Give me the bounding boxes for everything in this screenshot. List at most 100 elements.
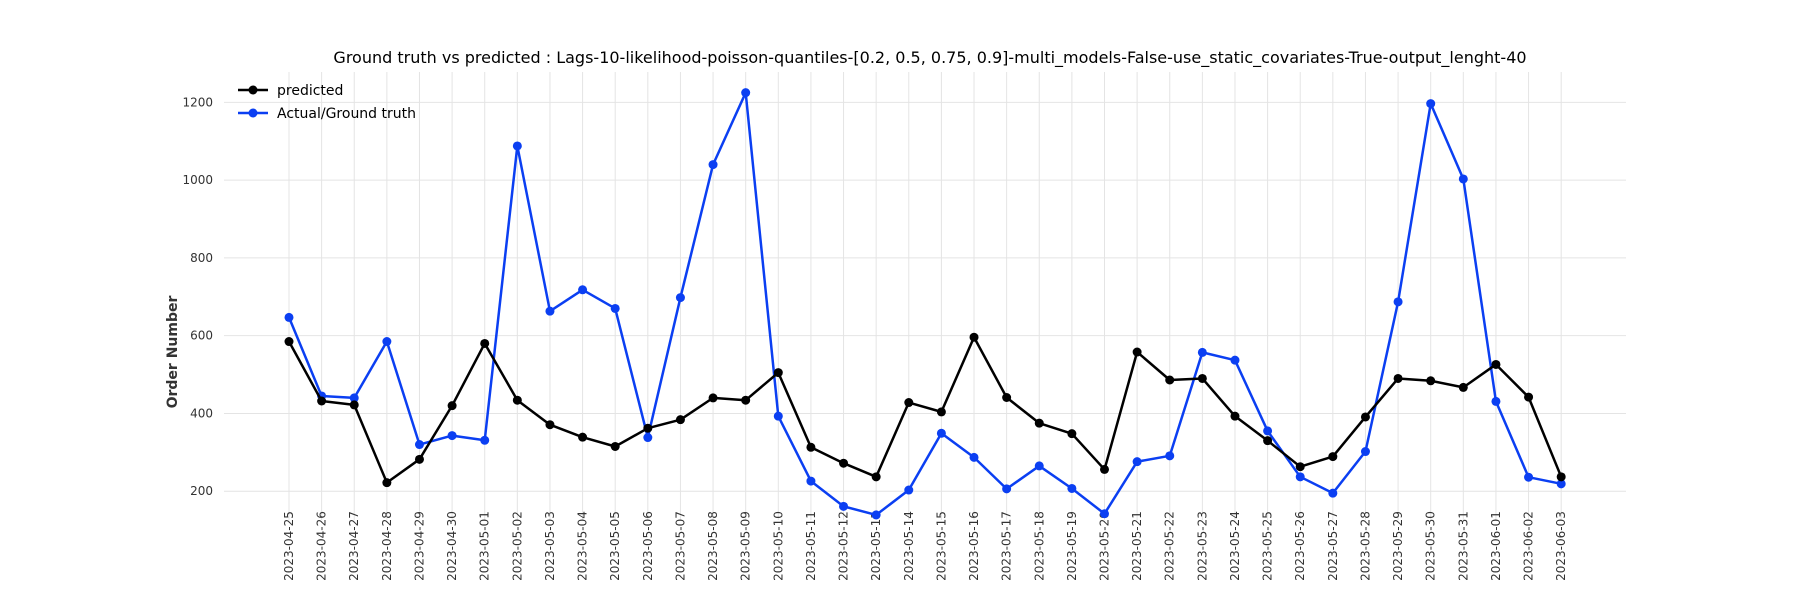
data-point-predicted <box>349 400 359 410</box>
x-tick-label: 2023-05-24 <box>1228 511 1242 581</box>
x-tick-label: 2023-05-08 <box>706 511 720 581</box>
x-tick-label: 2023-04-28 <box>380 511 394 581</box>
data-point-actual <box>578 285 588 295</box>
x-tick-label: 2023-05-07 <box>673 511 687 581</box>
x-tick-label: 2023-05-12 <box>837 511 851 581</box>
data-point-predicted <box>1360 412 1370 422</box>
series-line-actual <box>287 91 1562 517</box>
x-axis-ticks: 2023-04-25 2023-04-26 2023-04-27 2023-04-28… <box>282 511 1568 581</box>
data-point-predicted <box>871 472 881 482</box>
data-point-predicted <box>1426 376 1436 386</box>
data-point-predicted <box>741 395 751 405</box>
x-tick-label: 2023-05-16 <box>967 511 981 581</box>
legend: predicted Actual/Ground truth <box>238 83 416 122</box>
x-tick-label: 2023-05-29 <box>1391 511 1405 581</box>
data-point-actual <box>1002 484 1012 494</box>
data-point-predicted <box>1197 373 1207 383</box>
y-tick-label: 600 <box>190 329 213 343</box>
x-tick-label: 2023-05-03 <box>543 511 557 581</box>
data-point-predicted <box>1132 347 1142 357</box>
data-point-predicted <box>1002 392 1012 402</box>
data-point-predicted <box>1100 464 1109 474</box>
x-tick-label: 2023-06-01 <box>1489 511 1503 581</box>
data-point-predicted <box>643 423 653 433</box>
data-point-predicted <box>936 407 946 417</box>
data-point-actual <box>1132 457 1142 467</box>
x-tick-label: 2023-05-15 <box>934 511 948 581</box>
y-axis-label: Order Number <box>165 296 181 409</box>
chart-title: Ground truth vs predicted : Lags-10-like… <box>333 48 1526 68</box>
x-tick-label: 2023-05-17 <box>1000 511 1014 581</box>
data-point-actual <box>1100 509 1109 519</box>
series-actual <box>284 88 1566 520</box>
data-point-actual <box>1360 447 1370 457</box>
series-group <box>284 88 1566 520</box>
data-point-actual <box>1295 472 1305 482</box>
x-tick-label: 2023-04-26 <box>315 511 329 581</box>
data-point-actual <box>1263 426 1273 436</box>
grid <box>224 72 1626 520</box>
data-point-predicted <box>969 332 979 342</box>
data-point-predicted <box>284 337 294 347</box>
data-point-actual <box>1067 483 1077 493</box>
data-point-predicted <box>512 395 522 405</box>
data-point-predicted <box>1556 472 1566 482</box>
data-point-actual <box>284 312 294 322</box>
data-point-actual <box>447 431 457 441</box>
x-tick-label: 2023-06-02 <box>1522 511 1536 581</box>
data-point-predicted <box>1034 418 1044 428</box>
data-point-predicted <box>773 368 783 378</box>
data-point-actual <box>1197 347 1207 357</box>
data-point-predicted <box>839 458 849 468</box>
x-tick-label: 2023-05-19 <box>1065 511 1079 581</box>
data-point-predicted <box>545 420 555 430</box>
data-point-predicted <box>675 415 685 425</box>
y-tick-label: 400 <box>190 406 213 420</box>
legend-item-actual: Actual/Ground truth <box>238 106 416 122</box>
legend-label: predicted <box>277 83 343 99</box>
data-point-predicted <box>414 454 424 464</box>
data-point-actual <box>349 393 359 403</box>
legend-marker <box>248 85 258 95</box>
data-point-predicted <box>317 396 327 406</box>
x-tick-label: 2023-05-09 <box>739 511 753 581</box>
x-tick-label: 2023-05-30 <box>1424 511 1438 581</box>
x-tick-label: 2023-05-28 <box>1358 511 1372 581</box>
data-point-actual <box>480 435 490 445</box>
data-point-actual <box>936 428 946 438</box>
x-tick-label: 2023-05-13 <box>869 511 883 581</box>
legend-item-predicted: predicted <box>238 83 343 99</box>
x-tick-label: 2023-05-20 <box>1098 511 1112 581</box>
y-tick-label: 800 <box>190 251 213 265</box>
series-predicted <box>284 332 1566 488</box>
data-point-predicted <box>1393 373 1403 383</box>
data-point-actual <box>773 411 783 421</box>
data-point-predicted <box>1524 392 1534 402</box>
data-point-actual <box>806 476 816 486</box>
data-point-predicted <box>1458 382 1468 392</box>
data-point-predicted <box>382 478 392 488</box>
data-point-actual <box>741 88 751 98</box>
legend-marker <box>248 108 258 118</box>
x-tick-label: 2023-04-30 <box>445 511 459 581</box>
x-tick-label: 2023-05-10 <box>771 511 785 581</box>
data-point-predicted <box>578 432 588 442</box>
data-point-predicted <box>1328 452 1338 462</box>
x-tick-label: 2023-05-02 <box>510 511 524 581</box>
series-line-predicted <box>287 335 1563 484</box>
data-point-actual <box>1524 472 1534 482</box>
y-tick-label: 1200 <box>182 95 213 109</box>
data-point-predicted <box>1491 359 1501 369</box>
x-tick-label: 2023-05-21 <box>1130 511 1144 581</box>
x-tick-label: 2023-05-27 <box>1326 511 1340 581</box>
data-point-actual <box>969 452 979 462</box>
data-point-predicted <box>1263 436 1273 446</box>
x-tick-label: 2023-05-26 <box>1293 511 1307 581</box>
data-point-actual <box>1165 451 1175 461</box>
y-axis-ticks: 200 400 600 800 1000 1200 <box>182 95 213 498</box>
data-point-actual <box>1393 297 1403 307</box>
data-point-predicted <box>1165 375 1175 385</box>
x-tick-label: 2023-05-18 <box>1032 511 1046 581</box>
x-tick-label: 2023-04-25 <box>282 511 296 581</box>
data-point-actual <box>512 141 522 151</box>
